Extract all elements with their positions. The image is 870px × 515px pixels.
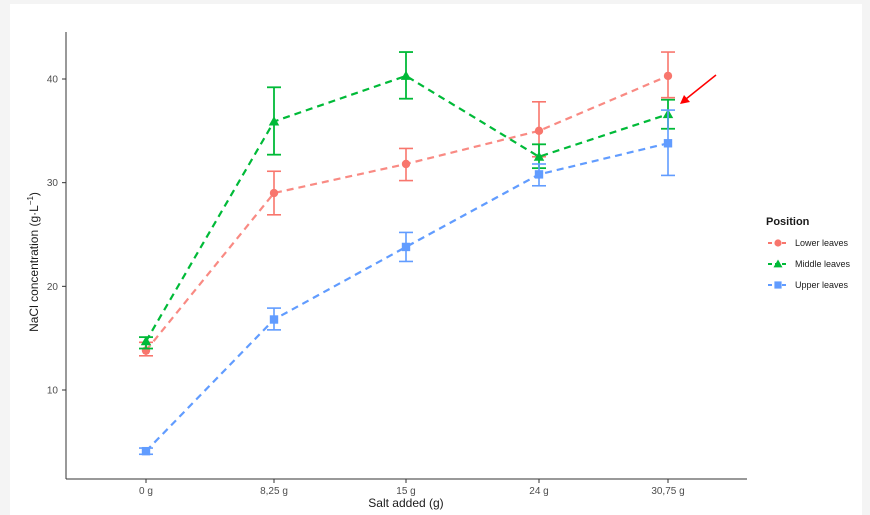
point-lower-leaves (269, 188, 279, 198)
arrow-head-icon (680, 95, 690, 104)
x-tick-label: 0 g (139, 486, 153, 497)
y-tick-label: 30 (47, 178, 59, 189)
series-lower-leaves (139, 51, 675, 357)
point-upper-leaves (534, 170, 544, 179)
y-axis-title: NaCl concentration (g·L−1) (26, 192, 41, 332)
x-tick-label: 15 g (396, 486, 415, 497)
x-tick-label: 8,25 g (260, 486, 288, 497)
red-arrow-annotation (680, 74, 717, 104)
series-group (139, 51, 675, 456)
arrow-shaft (685, 74, 717, 100)
y-axis-title-superscript: −1 (26, 196, 35, 206)
legend-label-upper-leaves: Upper leaves (795, 280, 849, 290)
series-line-upper-leaves (145, 142, 669, 452)
legend-label-lower-leaves: Lower leaves (795, 238, 849, 248)
point-middle-leaves (140, 336, 152, 346)
x-ticks-group: 0 g 8,25 g 15 g 24 g 30,75 g (139, 479, 685, 497)
point-middle-leaves (268, 116, 280, 126)
point-lower-leaves (663, 71, 673, 81)
y-tick-label: 10 (47, 386, 59, 397)
legend-key-marker-lower-leaves (774, 239, 782, 247)
legend-title: Position (766, 216, 810, 228)
legend: Position Lower leaves Middle leaves Upper … (766, 216, 851, 290)
y-axis-title-main: NaCl concentration (g·L (27, 205, 41, 332)
y-tick-label: 20 (47, 282, 59, 293)
legend-key-marker-upper-leaves (774, 281, 782, 289)
y-axis-title-close: ) (27, 192, 41, 196)
x-tick-label: 24 g (529, 486, 548, 497)
point-upper-leaves (141, 446, 151, 456)
point-middle-leaves (533, 151, 545, 161)
y-tick-label: 40 (47, 75, 59, 86)
point-upper-leaves (401, 242, 411, 252)
series-upper-leaves (139, 109, 675, 456)
point-upper-leaves (269, 315, 279, 324)
legend-label-middle-leaves: Middle leaves (795, 259, 851, 269)
point-upper-leaves (663, 139, 673, 148)
point-lower-leaves (401, 159, 411, 169)
series-middle-leaves (139, 51, 675, 350)
point-lower-leaves (534, 126, 544, 136)
plot-panel (10, 4, 862, 515)
x-axis-title: Salt added (g) (368, 496, 443, 510)
legend-key-marker-middle-leaves (773, 259, 783, 268)
point-middle-leaves (400, 70, 412, 80)
y-ticks-group: 10 20 30 40 (47, 75, 66, 397)
series-line-middle-leaves (145, 74, 669, 342)
x-tick-label: 30,75 g (651, 486, 684, 497)
series-line-lower-leaves (145, 74, 669, 352)
